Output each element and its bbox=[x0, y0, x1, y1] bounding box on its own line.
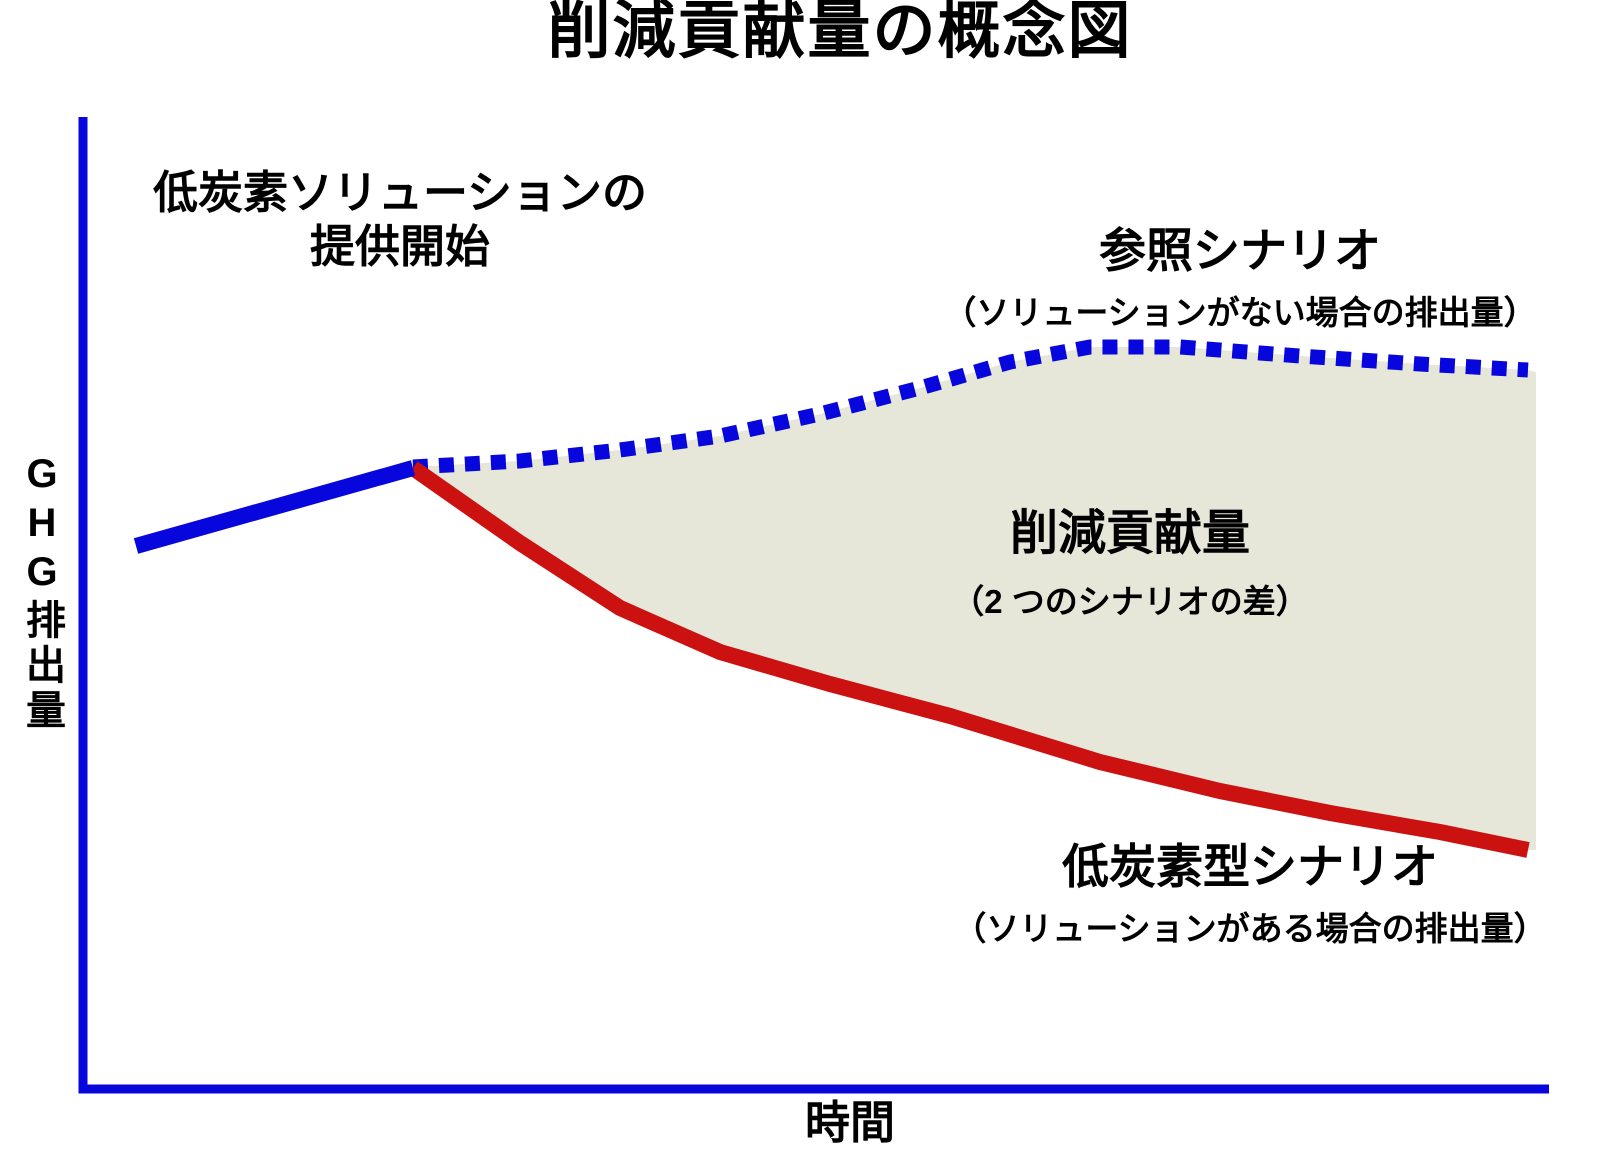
low-carbon-scenario-title: 低炭素型シナリオ bbox=[1062, 840, 1438, 893]
low-carbon-scenario-line bbox=[408, 461, 1530, 858]
x-axis-label: 時間 bbox=[804, 1097, 895, 1148]
reduction-contribution-subtitle: （2 つのシナリオの差） bbox=[951, 583, 1309, 621]
historical-emissions-line bbox=[133, 460, 416, 554]
reference-scenario-title: 参照シナリオ bbox=[1099, 224, 1381, 277]
diagram-title: 削減貢献量の概念図 bbox=[547, 0, 1133, 66]
solution-start-line2: 提供開始 bbox=[309, 221, 490, 272]
reduction-contribution-title: 削減貢献量 bbox=[1009, 507, 1250, 560]
reference-scenario-line bbox=[412, 339, 1529, 475]
reference-scenario-subtitle: （ソリューションがない場合の排出量） bbox=[943, 294, 1537, 332]
solution-start-line1: 低炭素ソリューションの bbox=[152, 167, 648, 218]
solution-start-annotation: 低炭素ソリューションの 提供開始 bbox=[100, 166, 700, 274]
reference-scenario-annotation: 参照シナリオ （ソリューションがない場合の排出量） bbox=[900, 224, 1580, 334]
reduction-contribution-area bbox=[413, 347, 1536, 850]
low-carbon-scenario-annotation: 低炭素型シナリオ （ソリューションがある場合の排出量） bbox=[920, 840, 1580, 950]
low-carbon-scenario-subtitle: （ソリューションがある場合の排出量） bbox=[953, 910, 1547, 948]
y-axis-label: GHG排出量 bbox=[20, 452, 64, 734]
axes bbox=[78, 117, 1549, 1094]
reduction-contribution-annotation: 削減貢献量 （2 つのシナリオの差） bbox=[900, 506, 1360, 623]
